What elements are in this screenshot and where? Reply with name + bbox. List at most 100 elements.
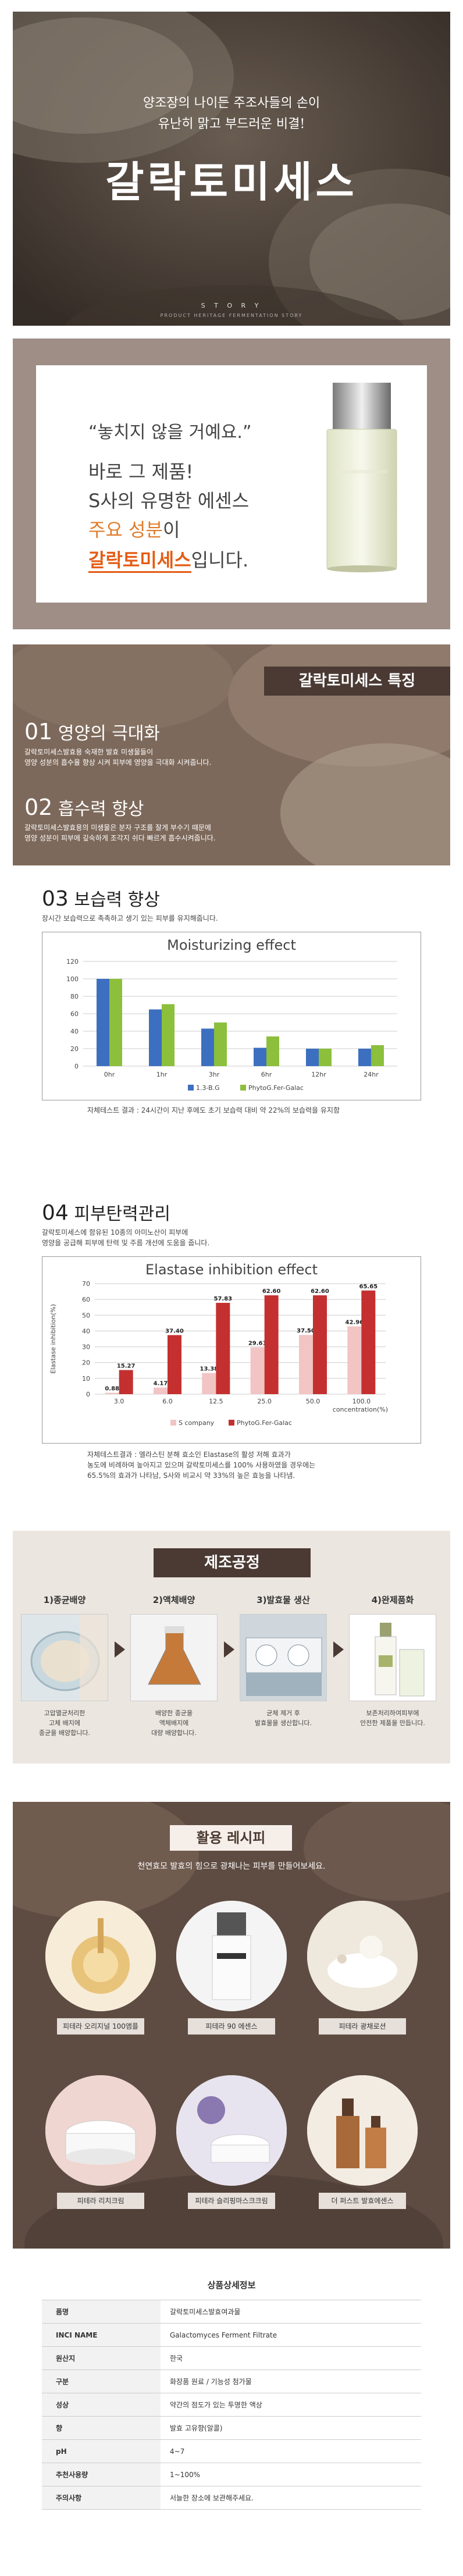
recipe-item-3-label: 피테라 광채로션 <box>319 2018 406 2035</box>
x-tick-label: 6hr <box>261 1071 272 1078</box>
y-tick-label: 40 <box>82 1327 90 1335</box>
y-tick-label: 50 <box>82 1312 90 1319</box>
elastase-note-2: 농도에 비례하여 높아지고 있으며 갈락토미세스를 100% 사용하였을 경우에… <box>87 1461 316 1469</box>
step-1-desc-1: 고압멸균처리한 <box>44 1709 86 1717</box>
spec-key: INCI NAME <box>42 2323 161 2347</box>
bar <box>358 1049 371 1066</box>
hero-line-1: 양조장의 나이든 주조사들의 손이 <box>143 96 320 111</box>
x-tick-label: 50.0 <box>306 1398 320 1405</box>
y-tick-label: 60 <box>82 1296 90 1303</box>
petri-dish-image <box>21 1614 108 1701</box>
recipe-item-6: 더 퍼스트 발효에센스 <box>307 2075 418 2209</box>
spec-key: 주의사항 <box>42 2486 161 2510</box>
spec-value: 한국 <box>161 2346 421 2370</box>
hero-title: 갈락토미세스 <box>105 158 358 206</box>
x-axis-label: concentration(%) <box>333 1406 388 1413</box>
recipe-item-6-label: 더 퍼스트 발효에센스 <box>319 2193 406 2209</box>
spec-table: 품명 갈락토미세스발효여과물 INCI NAME Galactomyces Ferme… <box>42 2300 421 2510</box>
elastase-number: 04 <box>42 1201 69 1225</box>
x-tick-label: 12.5 <box>209 1398 223 1405</box>
bar <box>216 1303 230 1394</box>
legend-label: PhytoG.Fer-Galac <box>248 1084 304 1092</box>
spec-row: 품명 갈락토미세스발효여과물 <box>42 2300 421 2324</box>
bar <box>168 1335 181 1394</box>
flask-image <box>130 1614 218 1701</box>
intro-line-3: 주요 성분이 <box>88 515 180 542</box>
feature-2-number: 02 <box>24 794 53 820</box>
data-label: 37.50 <box>297 1328 315 1334</box>
spec-table-body: 품명 갈락토미세스발효여과물 INCI NAME Galactomyces Ferme… <box>42 2300 421 2510</box>
step-1-title: 1)종균배양 <box>43 1595 86 1605</box>
step-1-desc-2: 고체 배지에 <box>48 1719 81 1727</box>
recipe-title-tag: 활용 레시피 <box>170 1825 292 1851</box>
feature-1-title: 영양의 극대화 <box>52 724 161 744</box>
bar <box>299 1335 313 1394</box>
data-label: 29.61 <box>248 1341 267 1347</box>
y-tick-label: 80 <box>70 993 79 1000</box>
legend-swatch <box>229 1420 234 1426</box>
y-tick-label: 20 <box>82 1359 90 1367</box>
data-label: 62.60 <box>262 1288 281 1295</box>
spec-row: pH 4~7 <box>42 2439 421 2463</box>
recipe-subtitle: 천연효모 발효의 힘으로 광채나는 피부를 만들어보세요. <box>137 1862 326 1871</box>
spec-row: 성상 약간의 점도가 있는 투명한 액상 <box>42 2393 421 2417</box>
process-step-1: 1)종균배양 고압멸균처리한 고체 배지에 종균을 배양합니다. <box>15 1594 114 1738</box>
spec-row: 원산지 한국 <box>42 2346 421 2370</box>
moist-chart-svg: 0 20 40 60 80 100 120 0hr 1hr 3hr 6hr 12hr 24hr 1.3-B… <box>66 958 397 1092</box>
process-step-3: 3)발효물 생산 균체 제거 후 발효물을 생산합니다. <box>234 1594 333 1728</box>
spec-key: 품명 <box>42 2300 161 2324</box>
arrow-right-icon <box>115 1641 125 1658</box>
moist-number: 03 <box>42 887 69 911</box>
y-axis-label: Elastase inhibition(%) <box>49 1304 57 1374</box>
intro-card: “놓치지 않을 거예요.” 바로 그 제품! S사의 유명한 에센스 주요 성분… <box>36 365 427 603</box>
elastase-chart-title: Elastase inhibition effect <box>145 1262 318 1278</box>
x-tick-label: 0hr <box>104 1071 115 1078</box>
recipe-item-4: 피테라 리치크림 <box>45 2075 156 2209</box>
y-tick-label: 0 <box>74 1063 79 1070</box>
x-tick-label: 3hr <box>209 1071 220 1078</box>
spec-value: 약간의 점도가 있는 투명한 액상 <box>161 2393 421 2417</box>
bar <box>313 1295 327 1394</box>
x-tick-label: 12hr <box>311 1071 326 1078</box>
legend-swatch <box>170 1420 176 1426</box>
bar <box>371 1045 384 1066</box>
y-tick-label: 20 <box>70 1045 79 1053</box>
intro-highlight-ingredient: 주요 성분 <box>88 519 163 541</box>
spec-value: 1~100% <box>161 2463 421 2486</box>
step-4-desc: 보존처리하여피부에 안전한 제품을 만듭니다. <box>343 1708 442 1728</box>
moisturizing-chart: Moisturizing effect 0 20 40 60 80 100 120 0hr 1h… <box>42 932 421 1100</box>
recipe-section: 활용 레시피 천연효모 발효의 힘으로 광채나는 피부를 만들어보세요. 피테라… <box>13 1802 450 2249</box>
hero-story-sub: PRODUCT HERITAGE FERMENTATION STORY <box>160 313 303 318</box>
ampoule-image <box>45 1901 156 2011</box>
bar <box>264 1295 279 1394</box>
first-essence-image <box>307 2075 418 2186</box>
bar <box>361 1290 376 1394</box>
spec-row: 추천사용량 1~100% <box>42 2463 421 2486</box>
feature-2-heading: 02 흡수력 향상 <box>24 794 144 820</box>
y-tick-label: 100 <box>66 975 79 983</box>
legend-label: PhytoG.Fer-Galac <box>237 1419 292 1427</box>
y-tick-label: 10 <box>82 1375 90 1383</box>
feature-2-desc-2: 영양 성분이 피부에 깊숙하게 조각지 쉬다 빠르게 흡수시켜줍니다. <box>24 834 216 842</box>
intro-line-1: 바로 그 제품! <box>88 461 194 483</box>
bar <box>202 1373 216 1394</box>
intro-quote: “놓치지 않을 거예요.” <box>88 422 252 443</box>
step-4-desc-2: 안전한 제품을 만듭니다. <box>360 1719 425 1727</box>
step-2-title: 2)액체배양 <box>152 1595 195 1605</box>
bar <box>347 1326 362 1394</box>
intro-line-2: S사의 유명한 에센스 <box>88 490 250 512</box>
data-label: 37.40 <box>165 1328 184 1334</box>
step-1-desc: 고압멸균처리한 고체 배지에 종균을 배양합니다. <box>15 1708 114 1738</box>
feature-1-number: 01 <box>24 719 53 744</box>
step-2-desc-1: 배양한 종균을 <box>155 1709 193 1717</box>
hero-background-image <box>13 12 450 326</box>
bar <box>266 1036 279 1066</box>
spec-value: Galactomyces Ferment Filtrate <box>161 2323 421 2347</box>
sleeping-mask-image <box>176 2075 287 2186</box>
moist-note: 자체테스트 결과 : 24시간이 지난 후에도 초기 보습력 대비 약 22%의… <box>87 1106 340 1114</box>
cream-image <box>45 2075 156 2186</box>
arrow-right-icon <box>333 1641 344 1658</box>
x-tick-label: 24hr <box>364 1071 379 1078</box>
lotion-image <box>307 1901 418 2011</box>
hero-line-2: 유난히 맑고 부드러운 비결! <box>158 117 305 131</box>
